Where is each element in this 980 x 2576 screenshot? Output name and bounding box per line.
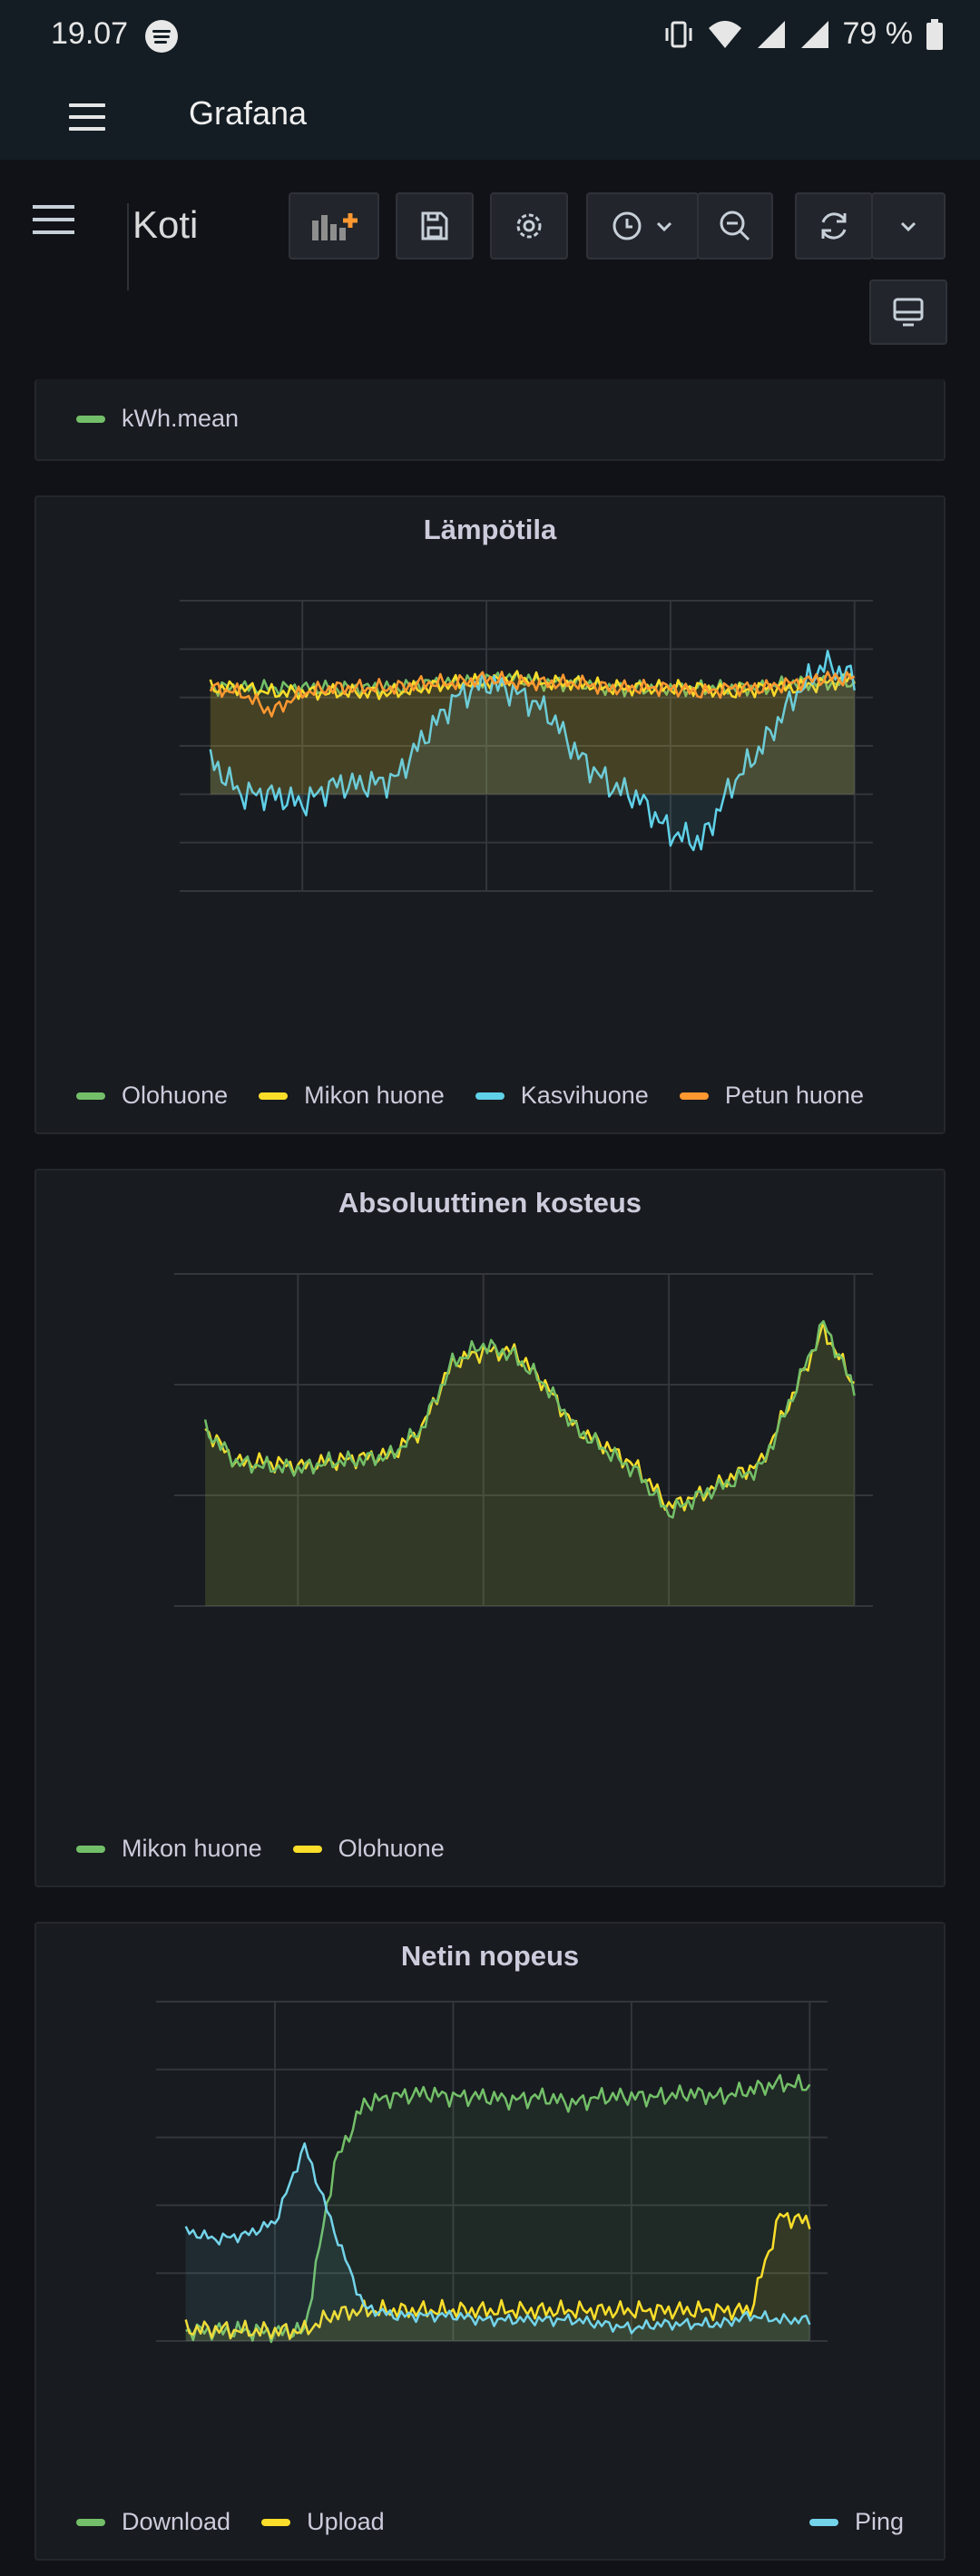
monitor-icon xyxy=(893,298,924,327)
status-bar: 19.07 79 % xyxy=(0,0,980,73)
dashboard-title[interactable]: Koti xyxy=(132,203,199,246)
legend-item-upload[interactable]: Upload xyxy=(261,2508,385,2536)
series-area-mikon-huone xyxy=(205,1321,855,1606)
series-area-petun-huone xyxy=(210,671,855,795)
legend-label: Kasvihuone xyxy=(520,1082,649,1109)
energy-panel: kWh.mean xyxy=(34,379,946,461)
legend-item-mikon-huone[interactable]: Mikon huone xyxy=(259,1082,445,1110)
legend-label: Mikon huone xyxy=(304,1082,445,1109)
legend-swatch xyxy=(76,1845,105,1853)
series-line-olohuone xyxy=(203,1319,856,1519)
legend-swatch xyxy=(76,415,105,423)
legend-item[interactable]: kWh.mean xyxy=(76,405,239,433)
series-line-ping xyxy=(184,2142,811,2335)
series-area-ping xyxy=(185,2143,810,2341)
humidity-chart[interactable] xyxy=(36,1170,944,1833)
wifi-icon xyxy=(708,20,741,48)
legend-item-olohuone[interactable]: Olohuone xyxy=(292,1835,445,1863)
refresh-icon xyxy=(821,212,847,240)
refresh-button[interactable] xyxy=(795,192,873,260)
time-picker-button[interactable] xyxy=(586,192,699,260)
legend-swatch xyxy=(475,1092,505,1100)
series-area-mikon-huone xyxy=(210,671,855,795)
toolbar-divider xyxy=(127,203,129,290)
network-speed-chart[interactable] xyxy=(36,1924,944,2504)
legend-item-ping[interactable]: Ping xyxy=(808,2508,904,2536)
legend-swatch xyxy=(76,2518,105,2526)
zoom-out-button[interactable] xyxy=(697,192,773,260)
legend-label: kWh.mean xyxy=(122,405,240,432)
vibrate-icon xyxy=(665,21,691,47)
series-area-kasvihuone xyxy=(210,651,855,850)
legend-swatch xyxy=(76,1092,105,1100)
legend-swatch xyxy=(261,2518,291,2526)
app-menu-icon[interactable] xyxy=(69,103,105,139)
temperature-legend: Olohuone Mikon huone Kasvihuone Petun hu… xyxy=(76,1082,864,1110)
gear-icon xyxy=(516,213,542,239)
panel-title[interactable]: Netin nopeus xyxy=(400,1940,580,1972)
battery-icon xyxy=(926,18,943,50)
save-icon xyxy=(421,211,448,240)
add-panel-icon xyxy=(312,213,358,240)
signal-icon-2 xyxy=(800,20,828,48)
panel-title[interactable]: Absoluuttinen kosteus xyxy=(338,1187,642,1219)
app-bar: Grafana xyxy=(0,73,980,160)
side-menu-icon[interactable] xyxy=(33,205,74,243)
status-icons: 79 % xyxy=(663,16,945,52)
legend-label: Olohuone xyxy=(338,1835,445,1862)
series-line-upload xyxy=(184,2211,811,2340)
network-speed-panel: Netin nopeus Download Upload Ping xyxy=(34,1922,946,2561)
temperature-chart[interactable] xyxy=(36,497,944,1078)
energy-legend: kWh.mean xyxy=(76,405,239,433)
dashboard-toolbar: Koti xyxy=(0,160,980,377)
legend-label: Olohuone xyxy=(122,1082,229,1109)
legend-item-olohuone[interactable]: Olohuone xyxy=(76,1082,228,1110)
legend-swatch xyxy=(808,2518,838,2526)
legend-label: Download xyxy=(122,2508,231,2535)
legend-label: Upload xyxy=(307,2508,385,2535)
app-title: Grafana xyxy=(189,94,308,132)
panel-title[interactable]: Lämpötila xyxy=(423,514,557,545)
chevron-down-icon xyxy=(656,221,672,232)
legend-swatch xyxy=(679,1092,709,1100)
legend-item-petun-huone[interactable]: Petun huone xyxy=(679,1082,864,1110)
legend-label: Petun huone xyxy=(724,1082,864,1109)
spotify-icon xyxy=(145,20,178,53)
battery-percent: 79 % xyxy=(842,16,914,51)
clock-icon xyxy=(612,211,642,240)
series-line-kasvihuone xyxy=(209,650,856,852)
legend-item-download[interactable]: Download xyxy=(76,2508,230,2536)
zoom-out-icon xyxy=(720,211,750,241)
chevron-down-icon xyxy=(900,221,916,232)
save-dashboard-button[interactable] xyxy=(396,192,474,260)
legend-swatch xyxy=(292,1845,322,1853)
view-mode-button[interactable] xyxy=(869,279,947,345)
status-time: 19.07 xyxy=(51,16,129,51)
refresh-interval-button[interactable] xyxy=(871,192,946,260)
legend-swatch xyxy=(259,1092,289,1100)
legend-label: Mikon huone xyxy=(122,1835,262,1862)
legend-label: Ping xyxy=(854,2508,904,2535)
temperature-panel: Lämpötila Olohuone Mikon huone Kasvihuon… xyxy=(34,495,946,1134)
legend-item-kasvihuone[interactable]: Kasvihuone xyxy=(475,1082,649,1110)
series-area-olohuone xyxy=(210,671,855,795)
legend-item-mikon-huone[interactable]: Mikon huone xyxy=(76,1835,262,1863)
humidity-legend: Mikon huone Olohuone xyxy=(76,1835,445,1863)
series-area-olohuone xyxy=(205,1321,855,1606)
network-legend-right: Ping xyxy=(808,2508,904,2536)
network-legend: Download Upload xyxy=(76,2508,385,2536)
series-area-download xyxy=(185,2074,810,2342)
series-line-petun-huone xyxy=(209,671,856,718)
add-panel-button[interactable] xyxy=(289,192,379,260)
dashboard-settings-button[interactable] xyxy=(490,192,568,260)
signal-icon xyxy=(757,20,785,48)
humidity-panel: Absoluuttinen kosteus Mikon huone Olohuo… xyxy=(34,1169,946,1887)
